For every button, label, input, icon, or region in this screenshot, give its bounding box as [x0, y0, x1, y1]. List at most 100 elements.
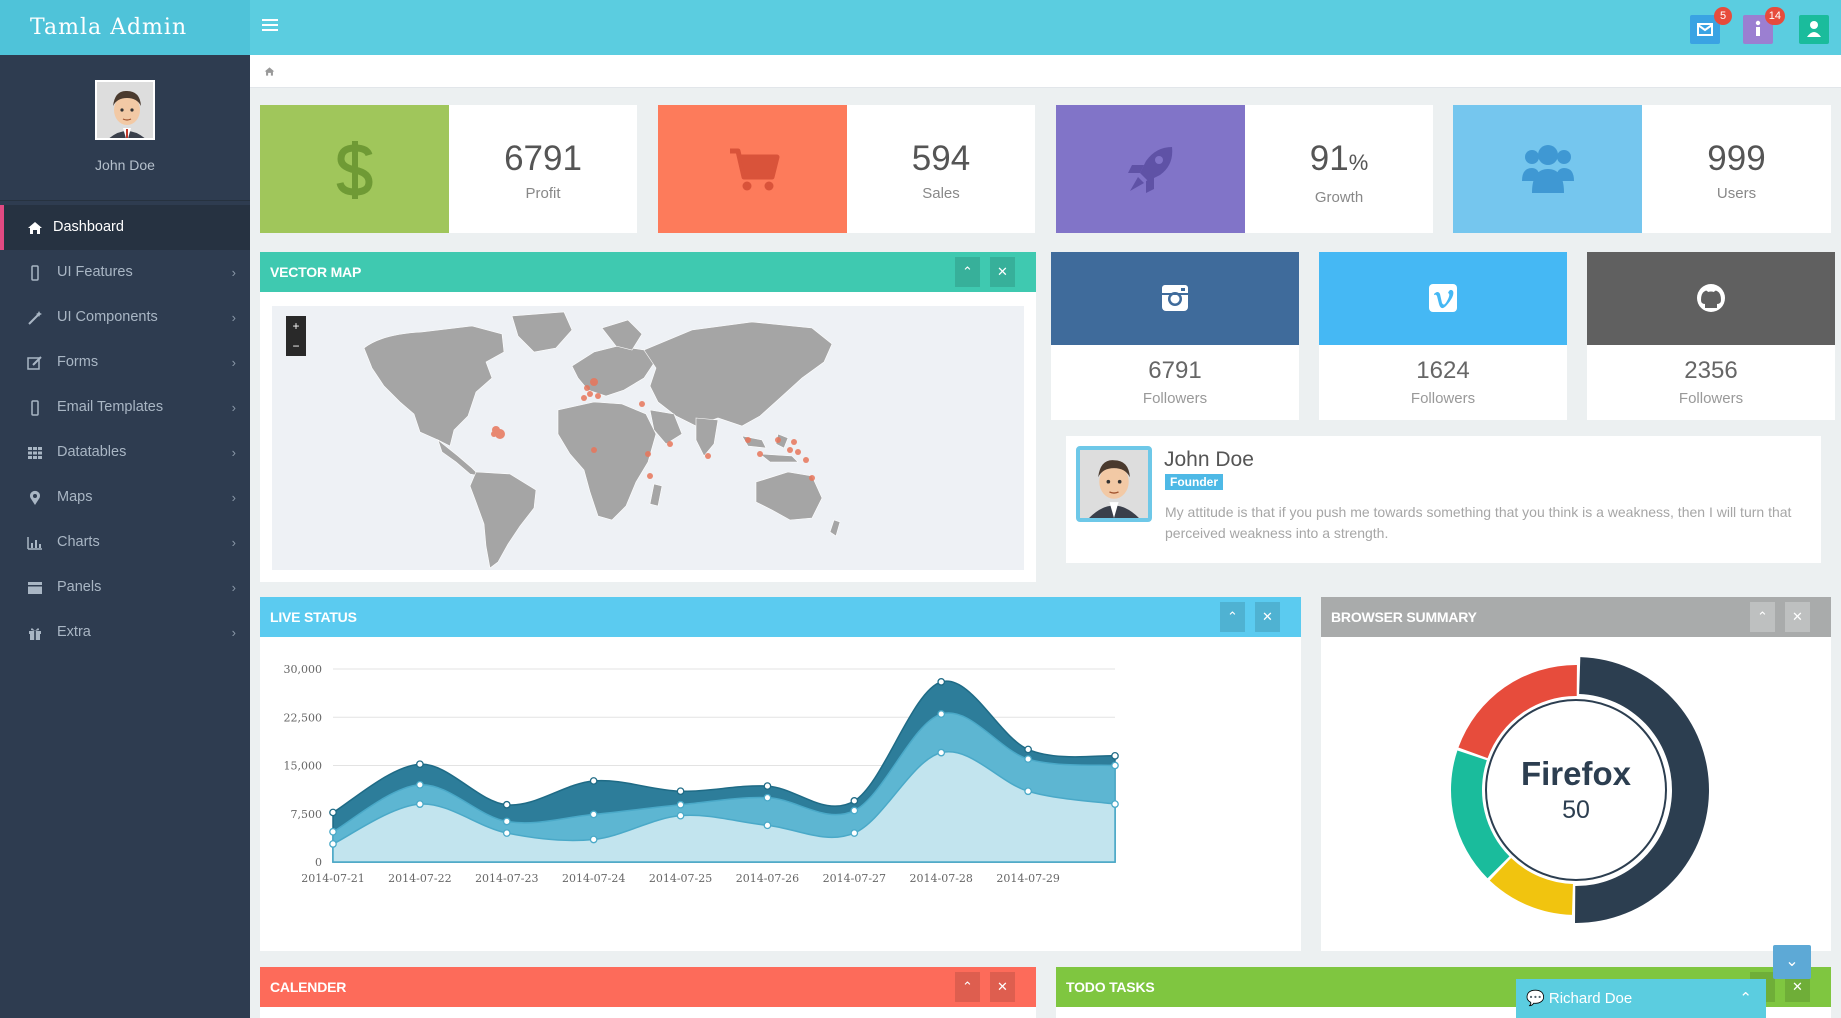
donut-center-value: 50: [1562, 796, 1590, 824]
sidebar-item-label: Maps: [57, 489, 93, 505]
live-status-chart[interactable]: 0 7,500 15,000 22,500 30,000 2014-07-21 2014-0…: [260, 637, 1301, 951]
collapse-button[interactable]: ⌃: [955, 972, 980, 1002]
collapse-button[interactable]: ⌃: [1750, 602, 1775, 632]
collapse-button[interactable]: ⌃: [955, 257, 980, 287]
close-button[interactable]: ✕: [1255, 602, 1280, 632]
data-point[interactable]: [850, 829, 859, 837]
zoom-out-button[interactable]: −: [286, 336, 306, 356]
bar-chart-icon: [27, 537, 42, 550]
chevron-right-icon: ›: [231, 445, 236, 460]
data-point[interactable]: [937, 748, 946, 757]
mail-count-badge: 5: [1714, 7, 1732, 25]
info-button[interactable]: 14: [1743, 7, 1785, 44]
data-point[interactable]: [763, 793, 772, 802]
panel-title: LIVE STATUS: [260, 597, 1301, 637]
github-icon: [1697, 284, 1725, 312]
rocket-icon: [1128, 147, 1173, 193]
sidebar-item-email-templates[interactable]: Email Templates ›: [0, 385, 250, 430]
data-point[interactable]: [676, 811, 685, 820]
close-icon: ✕: [1792, 979, 1803, 994]
data-point[interactable]: [937, 710, 946, 718]
avatar[interactable]: [95, 80, 155, 140]
data-point[interactable]: [676, 800, 685, 809]
data-point[interactable]: [850, 797, 859, 805]
world-map[interactable]: + −: [272, 306, 1024, 570]
data-point[interactable]: [329, 827, 337, 836]
menu-toggle-icon[interactable]: [262, 16, 278, 38]
chevron-right-icon: ›: [231, 400, 236, 415]
chevron-up-icon: ⌃: [1739, 990, 1752, 1007]
instagram-icon: [1162, 285, 1188, 311]
data-point[interactable]: [1111, 761, 1119, 770]
close-icon: ✕: [1262, 609, 1273, 624]
scroll-button[interactable]: ⌄: [1773, 945, 1811, 979]
edit-icon: [27, 356, 42, 370]
chevron-up-icon: ⌃: [1757, 609, 1768, 624]
map-canvas: [363, 311, 841, 569]
donut-slice[interactable]: [1489, 858, 1573, 915]
donut-slice[interactable]: [1451, 750, 1510, 879]
y-tick-label: 22,500: [284, 711, 323, 724]
sidebar-item-charts[interactable]: Charts ›: [0, 520, 250, 565]
sidebar-item-maps[interactable]: Maps ›: [0, 475, 250, 520]
data-point[interactable]: [1024, 787, 1032, 796]
live-status-panel: LIVE STATUS ⌃ ✕ 0 7,500 15,000 22,500 30,000…: [260, 597, 1301, 951]
data-point[interactable]: [416, 760, 424, 769]
donut-slice[interactable]: [1575, 657, 1709, 923]
chat-bar[interactable]: 💬 Richard Doe ⌃: [1516, 979, 1766, 1018]
close-button[interactable]: ✕: [1785, 602, 1810, 632]
data-point[interactable]: [502, 817, 511, 826]
data-point[interactable]: [850, 806, 859, 815]
data-point[interactable]: [589, 810, 598, 819]
data-point[interactable]: [502, 800, 511, 809]
stat-icon-box: [658, 105, 847, 233]
sidebar-item-datatables[interactable]: Datatables ›: [0, 430, 250, 475]
data-point[interactable]: [937, 678, 946, 686]
magic-wand-icon: [28, 311, 42, 325]
home-icon: [28, 222, 42, 234]
sidebar-item-extra[interactable]: Extra ›: [0, 610, 250, 655]
data-point[interactable]: [589, 777, 598, 785]
stat-card-sales: 594 Sales: [658, 105, 1035, 233]
data-point[interactable]: [589, 835, 598, 844]
data-point[interactable]: [763, 821, 772, 830]
social-header: [1051, 252, 1299, 345]
chevron-up-icon: ⌃: [1227, 609, 1238, 624]
sidebar-item-forms[interactable]: Forms ›: [0, 340, 250, 385]
browser-donut-chart[interactable]: [1321, 637, 1831, 951]
close-button[interactable]: ✕: [990, 972, 1015, 1002]
user-button[interactable]: [1799, 15, 1829, 44]
data-point[interactable]: [1111, 752, 1119, 760]
sidebar-item-dashboard[interactable]: Dashboard: [0, 205, 250, 250]
data-point[interactable]: [329, 808, 337, 817]
home-icon[interactable]: [264, 66, 275, 77]
data-point[interactable]: [676, 787, 685, 796]
data-point[interactable]: [763, 782, 772, 790]
sidebar-item-ui-features[interactable]: UI Features ›: [0, 250, 250, 295]
vector-map-panel: VECTOR MAP ⌃ ✕ + −: [260, 252, 1036, 582]
profile-avatar[interactable]: [1076, 446, 1152, 522]
browser-summary-panel: BROWSER SUMMARY ⌃ ✕ Firefox 50: [1321, 597, 1831, 951]
collapse-button[interactable]: ⌃: [1220, 602, 1245, 632]
data-point[interactable]: [1024, 755, 1032, 763]
breadcrumb: [250, 55, 1841, 88]
sidebar-item-label: Datatables: [57, 444, 127, 460]
data-point[interactable]: [416, 780, 424, 789]
stat-icon-box: [260, 105, 449, 233]
close-button[interactable]: ✕: [990, 257, 1015, 287]
vimeo-icon: [1429, 284, 1457, 312]
mail-button[interactable]: 5: [1690, 7, 1732, 44]
sidebar-item-label: Email Templates: [57, 399, 164, 415]
donut-slice[interactable]: [1458, 665, 1577, 759]
data-point[interactable]: [416, 800, 424, 808]
stat-value: 594: [911, 139, 971, 178]
zoom-in-button[interactable]: +: [286, 316, 306, 336]
data-point[interactable]: [329, 840, 337, 848]
brand-logo[interactable]: Tamla Admin: [0, 0, 250, 55]
sidebar-item-panels[interactable]: Panels ›: [0, 565, 250, 610]
data-point[interactable]: [1111, 800, 1119, 808]
sidebar-item-ui-components[interactable]: UI Components ›: [0, 295, 250, 340]
data-point[interactable]: [502, 829, 511, 837]
data-point[interactable]: [1024, 745, 1032, 754]
stat-value-number: 91: [1309, 139, 1349, 178]
